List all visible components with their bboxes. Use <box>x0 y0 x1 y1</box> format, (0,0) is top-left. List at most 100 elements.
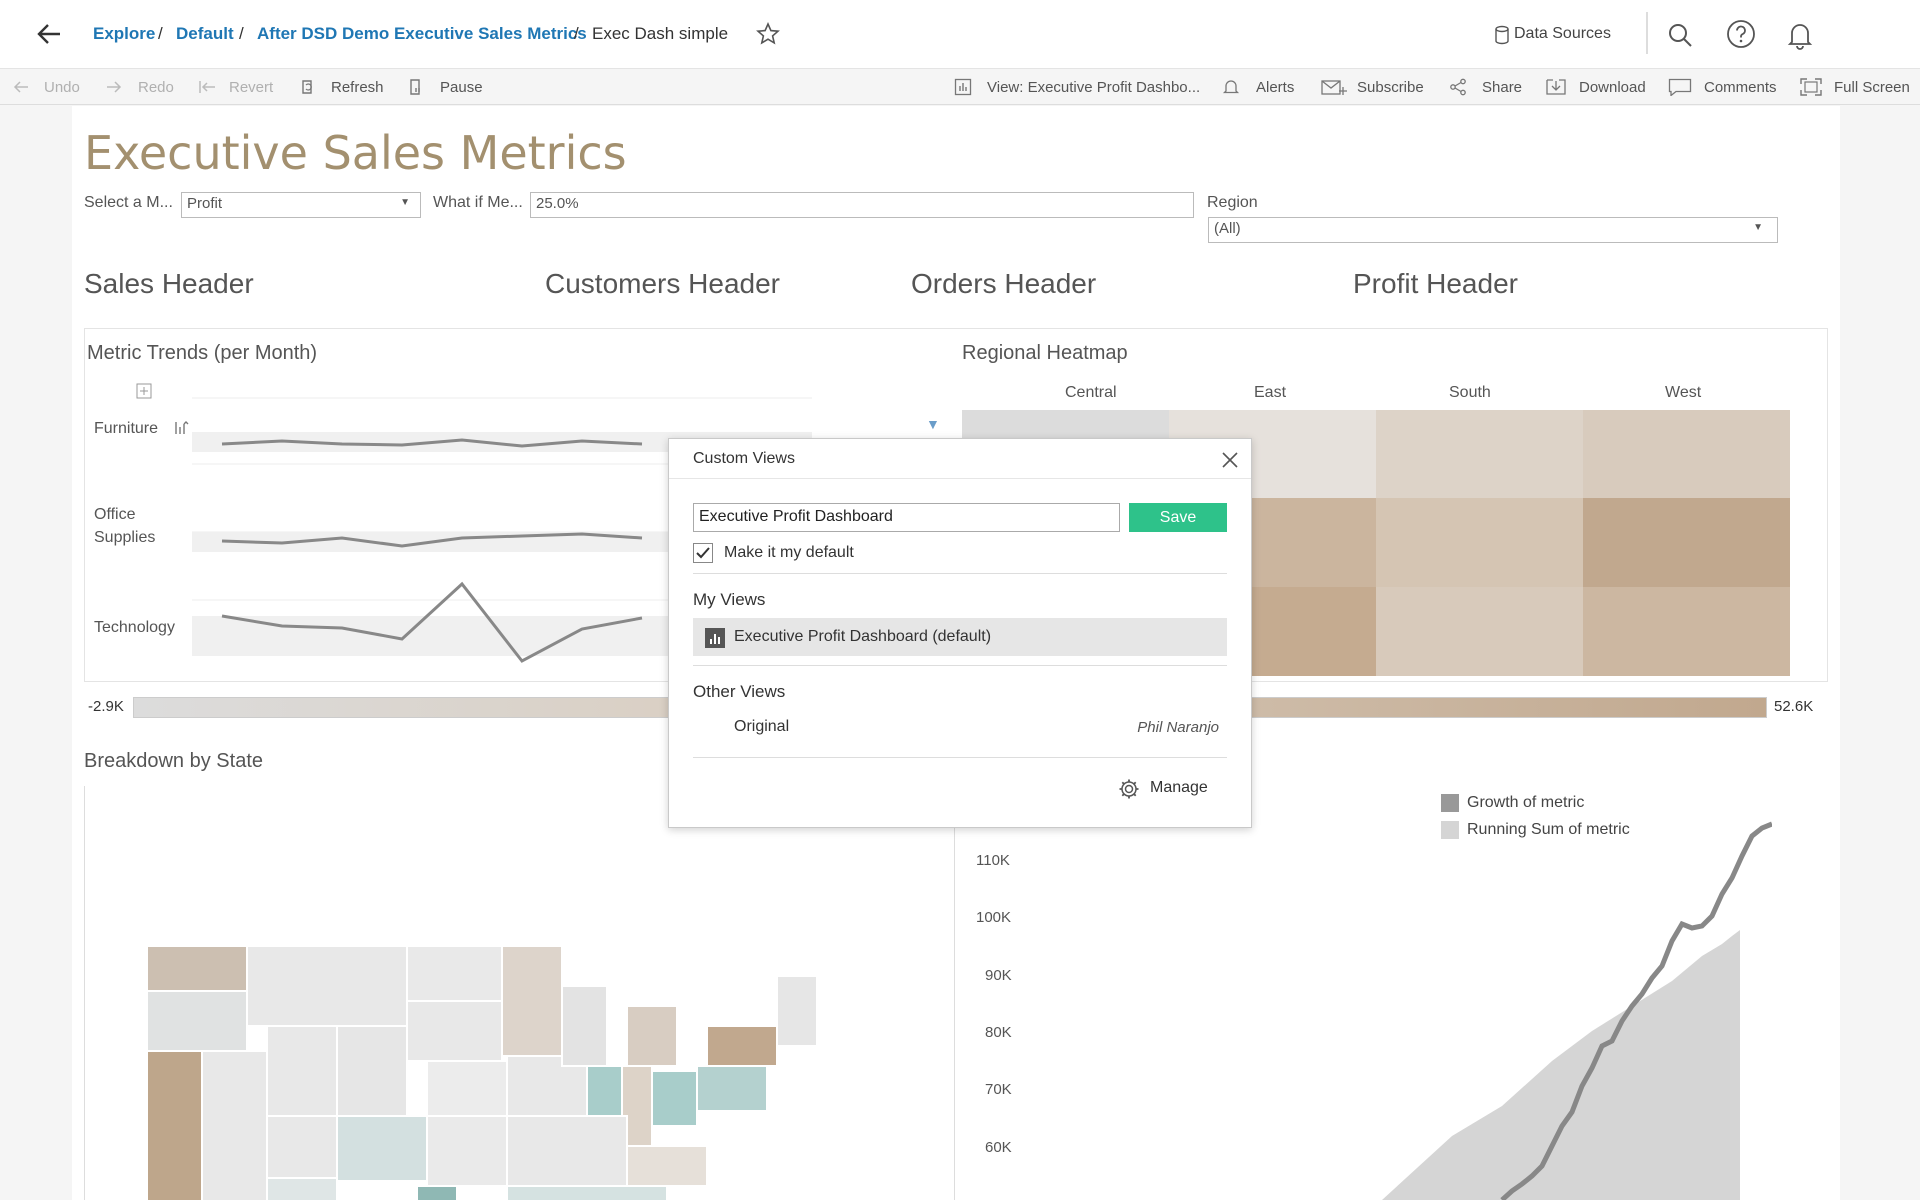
comment-icon <box>1668 78 1692 96</box>
dropdown-arrow-icon: ▼ <box>1753 222 1763 233</box>
whatif-filter-label: What if Me... <box>433 194 523 211</box>
profit-header: Profit Header <box>1353 268 1518 299</box>
customers-header: Customers Header <box>545 268 780 299</box>
download-icon <box>1546 79 1566 95</box>
regional-heatmap-title: Regional Heatmap <box>962 342 1128 364</box>
heatmap-col-east: East <box>1254 384 1287 401</box>
breadcrumb-workbook[interactable]: After DSD Demo Executive Sales Metrics <box>257 24 587 43</box>
checkmark-icon <box>696 547 710 559</box>
refresh-icon <box>302 80 312 94</box>
search-icon[interactable] <box>1667 22 1693 48</box>
database-icon[interactable] <box>1494 25 1510 45</box>
pause-icon <box>410 79 420 95</box>
legend-min: -2.9K <box>88 698 124 715</box>
default-checkbox[interactable] <box>693 543 713 563</box>
orders-header: Orders Header <box>911 268 1097 299</box>
metric-trends-title: Metric Trends (per Month) <box>87 342 318 364</box>
default-checkbox-label: Make it my default <box>724 544 854 561</box>
growth-legend-1: Growth of metric <box>1467 794 1585 811</box>
trend-row-technology: Technology <box>94 619 175 636</box>
dashboard-title: Executive Sales Metrics <box>84 126 627 180</box>
whatif-input[interactable]: 25.0% <box>530 192 1194 218</box>
breadcrumb-explore[interactable]: Explore <box>93 24 156 43</box>
full-screen-button[interactable]: Full Screen <box>1834 79 1910 96</box>
top-bar: Explore / Default / After DSD Demo Execu… <box>0 0 1920 68</box>
redo-button[interactable]: Redo <box>138 79 174 96</box>
y-tick-100k: 100K <box>976 909 1012 926</box>
pause-button[interactable]: Pause <box>440 79 483 96</box>
subscribe-icon <box>1321 80 1347 95</box>
my-views-title: My Views <box>693 590 766 609</box>
subscribe-button[interactable]: Subscribe <box>1357 79 1424 96</box>
sort-icon[interactable] <box>174 420 190 436</box>
revert-button[interactable]: Revert <box>229 79 274 96</box>
metric-select[interactable]: Profit ▼ <box>181 192 421 218</box>
trend-row-furniture: Furniture <box>94 420 159 437</box>
share-button[interactable]: Share <box>1482 79 1523 96</box>
growth-legend-swatch-1 <box>1441 794 1459 812</box>
view-icon <box>954 78 972 96</box>
dialog-title: Custom Views <box>693 450 795 467</box>
panel-divider <box>954 782 955 1200</box>
back-arrow-icon[interactable] <box>36 22 62 46</box>
close-icon[interactable] <box>1221 451 1239 469</box>
trend-row-supplies: Supplies <box>94 529 156 546</box>
help-icon[interactable] <box>1726 19 1756 49</box>
breadcrumb-separator: / <box>158 24 163 43</box>
download-button[interactable]: Download <box>1579 79 1646 96</box>
breadcrumb-separator: / <box>574 24 579 43</box>
custom-views-dialog: Custom Views Executive Profit Dashboard … <box>668 438 1252 828</box>
y-tick-90k: 90K <box>985 967 1012 984</box>
full-screen-icon <box>1800 78 1822 96</box>
revert-icon <box>199 81 215 93</box>
alert-bell-icon <box>1222 80 1240 94</box>
data-sources-button[interactable]: Data Sources <box>1514 25 1611 42</box>
y-tick-80k: 80K <box>985 1024 1012 1041</box>
star-icon[interactable] <box>756 22 780 46</box>
filter-marker-icon: ▼ <box>926 416 940 432</box>
view-name-input[interactable]: Executive Profit Dashboard <box>693 503 1120 532</box>
expand-icon[interactable] <box>136 383 152 399</box>
my-view-item[interactable]: Executive Profit Dashboard (default) <box>693 618 1227 656</box>
topbar-divider <box>1646 12 1648 54</box>
heatmap-col-south: South <box>1449 384 1491 401</box>
gear-icon[interactable] <box>1118 778 1140 800</box>
divider <box>693 757 1227 758</box>
breadcrumb-separator: / <box>239 24 244 43</box>
divider <box>693 573 1227 574</box>
bell-icon[interactable] <box>1786 20 1814 50</box>
metric-select-value: Profit <box>187 195 223 212</box>
growth-legend-swatch-2 <box>1441 821 1459 839</box>
y-tick-70k: 70K <box>985 1081 1012 1098</box>
region-select-value: (All) <box>1214 220 1241 237</box>
save-button[interactable]: Save <box>1129 503 1227 532</box>
alerts-button[interactable]: Alerts <box>1256 79 1295 96</box>
refresh-button[interactable]: Refresh <box>331 79 384 96</box>
other-views-title: Other Views <box>693 682 786 701</box>
divider <box>693 665 1227 666</box>
breadcrumb-default[interactable]: Default <box>176 24 234 43</box>
redo-icon <box>107 81 122 93</box>
trend-row-office: Office <box>94 506 136 523</box>
dropdown-arrow-icon: ▼ <box>400 197 410 208</box>
heatmap-col-west: West <box>1665 384 1702 401</box>
manage-button[interactable]: Manage <box>1150 779 1208 796</box>
dialog-header <box>669 439 1251 479</box>
custom-views-button[interactable]: View: Executive Profit Dashbo... <box>987 79 1201 96</box>
growth-chart <box>1382 821 1772 1200</box>
comments-button[interactable]: Comments <box>1704 79 1777 96</box>
y-tick-60k: 60K <box>985 1139 1012 1156</box>
other-view-original[interactable]: Original <box>734 718 790 735</box>
us-map[interactable] <box>147 946 887 1200</box>
toolbar: Undo Redo Revert Refresh Pause View: Exe… <box>0 68 1920 105</box>
chart-view-icon <box>705 628 725 648</box>
metric-filter-label: Select a M... <box>84 194 173 211</box>
y-tick-110k: 110K <box>976 852 1010 869</box>
breadcrumb-current: Exec Dash simple <box>592 24 729 43</box>
region-select[interactable]: (All) ▼ <box>1208 217 1778 243</box>
heatmap-col-central: Central <box>1065 384 1117 401</box>
breakdown-title: Breakdown by State <box>84 750 263 772</box>
undo-button[interactable]: Undo <box>44 79 80 96</box>
region-filter-label: Region <box>1207 194 1258 211</box>
other-view-owner: Phil Naranjo <box>1137 719 1219 736</box>
